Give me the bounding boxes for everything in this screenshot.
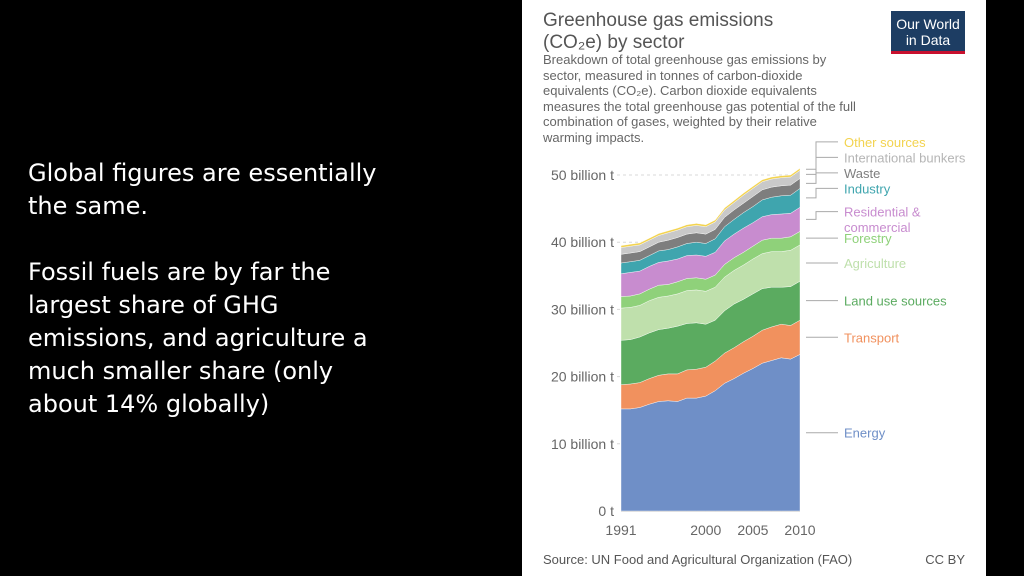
y-tick-label: 40 billion t [551,234,614,250]
chart-card: Greenhouse gas emissions (CO₂e) by secto… [522,0,986,576]
y-tick-label: 20 billion t [551,369,614,385]
legend-leader-line [806,187,838,199]
slide-paragraph: Global figures are essentially the same. [28,159,377,220]
legend-label: Industry [844,181,891,196]
legend-label: Transport [844,330,900,345]
license-label: CC BY [925,552,965,567]
x-tick-label: 2005 [737,522,768,538]
x-tick-label: 2000 [690,522,721,538]
y-tick-label: 10 billion t [551,436,614,452]
legend-label: commercial [844,220,911,235]
chart-title: Greenhouse gas emissions (CO₂e) by secto… [543,10,843,54]
chart-subtitle: Breakdown of total greenhouse gas emissi… [543,52,856,145]
legend-label: Other sources [844,135,926,150]
logo-line2: in Data [905,32,951,48]
y-tick-label: 30 billion t [551,301,614,317]
logo-line1: Our World [896,16,960,32]
stacked-area-chart: 0 t 10 billion t 20 billion t 30 billion t 4… [551,135,966,538]
slide-paragraph: Fossil fuels are by far the largest shar… [28,258,368,418]
x-tick-label: 1991 [605,522,636,538]
legend-label: Forestry [844,231,892,246]
chart-title-line2: (CO₂e) by sector [543,32,685,53]
y-tick-label: 0 t [598,503,614,519]
x-tick-label: 2010 [784,522,815,538]
legend-label: International bunkers [844,150,966,165]
legend-leader-line [806,211,838,220]
legend-leader-line [806,172,838,184]
owid-logo[interactable]: Our World in Data [891,11,965,54]
y-tick-label: 50 billion t [551,167,614,183]
legend-label: Land use sources [844,294,947,309]
legend-label: Agriculture [844,256,906,271]
slide-text: Global figures are essentially the same.… [28,157,388,454]
legend-label: Energy [844,426,886,441]
legend-leader-line [806,141,838,170]
area-other-sources[interactable] [620,167,801,248]
source-note: Source: UN Food and Agricultural Organiz… [543,552,853,567]
legend-label: Residential & [844,205,921,220]
legend-label: Waste [844,166,880,181]
chart-title-line1: Greenhouse gas emissions [543,10,774,31]
legend-leader-line [806,156,838,175]
